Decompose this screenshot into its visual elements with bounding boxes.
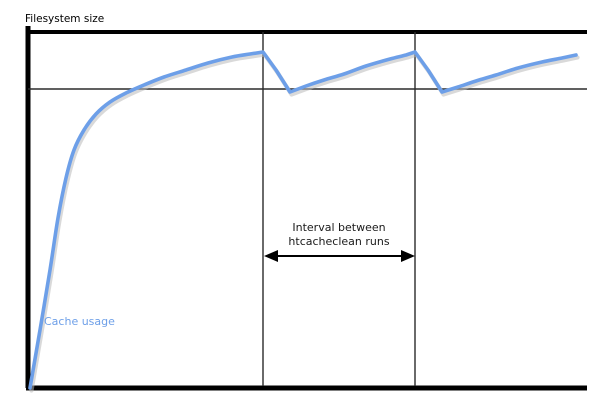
interval-label-line-1: Interval between	[292, 221, 385, 234]
filesystem-size-label: Filesystem size	[25, 13, 104, 25]
cache-usage-curve	[28, 50, 578, 390]
interval-arrow	[264, 250, 415, 262]
interval-label-line-2: htcacheclean runs	[288, 235, 389, 248]
interval-arrow-head-right	[401, 250, 415, 262]
cache-usage-curve-shadow	[29, 52, 580, 393]
interval-arrow-head-left	[264, 250, 278, 262]
cache-usage-label: Cache usage	[44, 315, 115, 328]
